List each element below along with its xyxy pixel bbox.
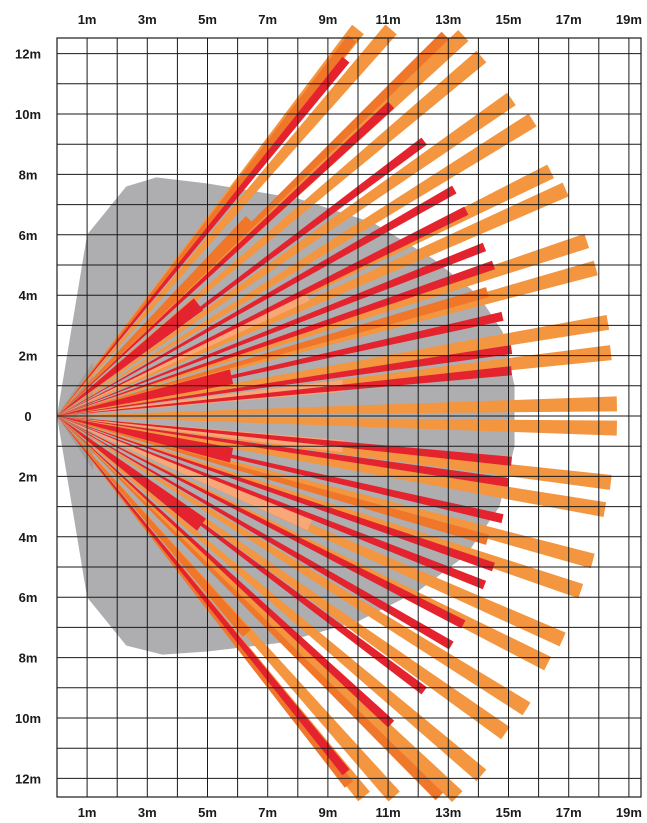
beam-faint <box>57 416 344 453</box>
beam-near <box>57 416 487 590</box>
beam-near <box>57 185 457 416</box>
beam-far <box>57 345 612 416</box>
x-tick-label-top: 17m <box>556 12 582 27</box>
x-tick-label-top: 5m <box>198 12 217 27</box>
y-tick-label: 6m <box>19 228 38 243</box>
beam-far <box>57 416 487 782</box>
y-tick-label: 10m <box>15 711 41 726</box>
beam-near <box>57 206 469 416</box>
x-tick-label-bottom: 11m <box>375 805 400 820</box>
beam-near <box>57 416 395 728</box>
beam-near <box>57 416 466 629</box>
x-tick-label-bottom: 15m <box>495 805 521 820</box>
beam-mid <box>57 416 489 545</box>
y-tick-label: 12m <box>15 47 41 62</box>
x-tick-label-bottom: 19m <box>616 805 642 820</box>
beam-layer <box>57 24 617 802</box>
y-tick-label: 12m <box>15 771 41 786</box>
y-tick-label: 2m <box>19 349 38 364</box>
beam-near <box>57 101 395 416</box>
x-tick-label-bottom: 13m <box>435 805 461 820</box>
beam-far <box>57 416 531 716</box>
y-tick-label: 8m <box>19 167 38 182</box>
x-tick-label-top: 3m <box>138 12 157 27</box>
grid <box>56 37 642 798</box>
beam-faint <box>57 416 313 531</box>
y-axis-ticks: 12m 10m 8m 6m 4m 2m 0 2m 4m 6m 8m 10m 12m <box>15 47 41 787</box>
y-tick-label: 6m <box>19 590 38 605</box>
beam-near <box>57 345 513 416</box>
beam-near <box>57 242 487 416</box>
x-tick-label-top: 11m <box>375 12 400 27</box>
x-tick-label-bottom: 7m <box>258 805 277 820</box>
y-tick-label: 10m <box>15 107 41 122</box>
x-tick-label-top: 9m <box>319 12 338 27</box>
beam-far <box>57 416 612 490</box>
y-tick-label: 8m <box>19 651 38 666</box>
beam-short <box>57 416 234 463</box>
y-tick-label: 4m <box>19 288 38 303</box>
x-tick-label-bottom: 9m <box>319 805 338 820</box>
beam-near <box>57 416 454 650</box>
beam-near <box>57 260 495 416</box>
beam-near <box>57 366 512 416</box>
x-tick-label-bottom: 17m <box>556 805 582 820</box>
beam-near <box>57 416 510 487</box>
grid-border <box>56 37 642 798</box>
beam-near <box>57 56 350 417</box>
beam-short <box>57 416 206 531</box>
x-tick-label-top: 13m <box>435 12 461 27</box>
beam-faint <box>57 379 344 416</box>
x-tick-label-top: 19m <box>616 12 642 27</box>
y-tick-label: 0 <box>24 409 31 424</box>
y-tick-label: 2m <box>19 469 38 484</box>
x-tick-label-bottom: 1m <box>78 805 97 820</box>
beam-near <box>57 416 350 776</box>
beam-short <box>57 369 234 416</box>
beam-far <box>57 182 569 416</box>
beam-mid <box>57 31 449 416</box>
x-tick-label-bottom: 5m <box>198 805 217 820</box>
x-tick-label-top: 1m <box>78 12 97 27</box>
x-tick-label-bottom: 3m <box>138 805 157 820</box>
beam-mid <box>57 416 251 637</box>
beam-mid <box>57 216 254 416</box>
beam-mid <box>57 35 357 417</box>
beam-far <box>57 396 617 416</box>
beam-mid <box>57 416 443 801</box>
x-axis-bottom-ticks: 1m 3m 5m 7m 9m 11m 13m 15m 17m 19m <box>78 805 642 820</box>
beam-short <box>57 298 204 416</box>
x-tick-label-top: 7m <box>258 12 277 27</box>
beam-far <box>57 24 397 416</box>
beam-far <box>57 416 617 436</box>
beam-near <box>57 416 495 572</box>
beam-mid <box>57 287 489 416</box>
x-axis-top-ticks: 1m 3m 5m 7m 9m 11m 13m 15m 17m 19m <box>78 12 642 27</box>
y-tick-label: 4m <box>19 530 38 545</box>
beam-near <box>57 416 512 466</box>
x-tick-label-top: 15m <box>495 12 521 27</box>
beam-far <box>57 416 463 802</box>
beam-far <box>57 92 516 416</box>
